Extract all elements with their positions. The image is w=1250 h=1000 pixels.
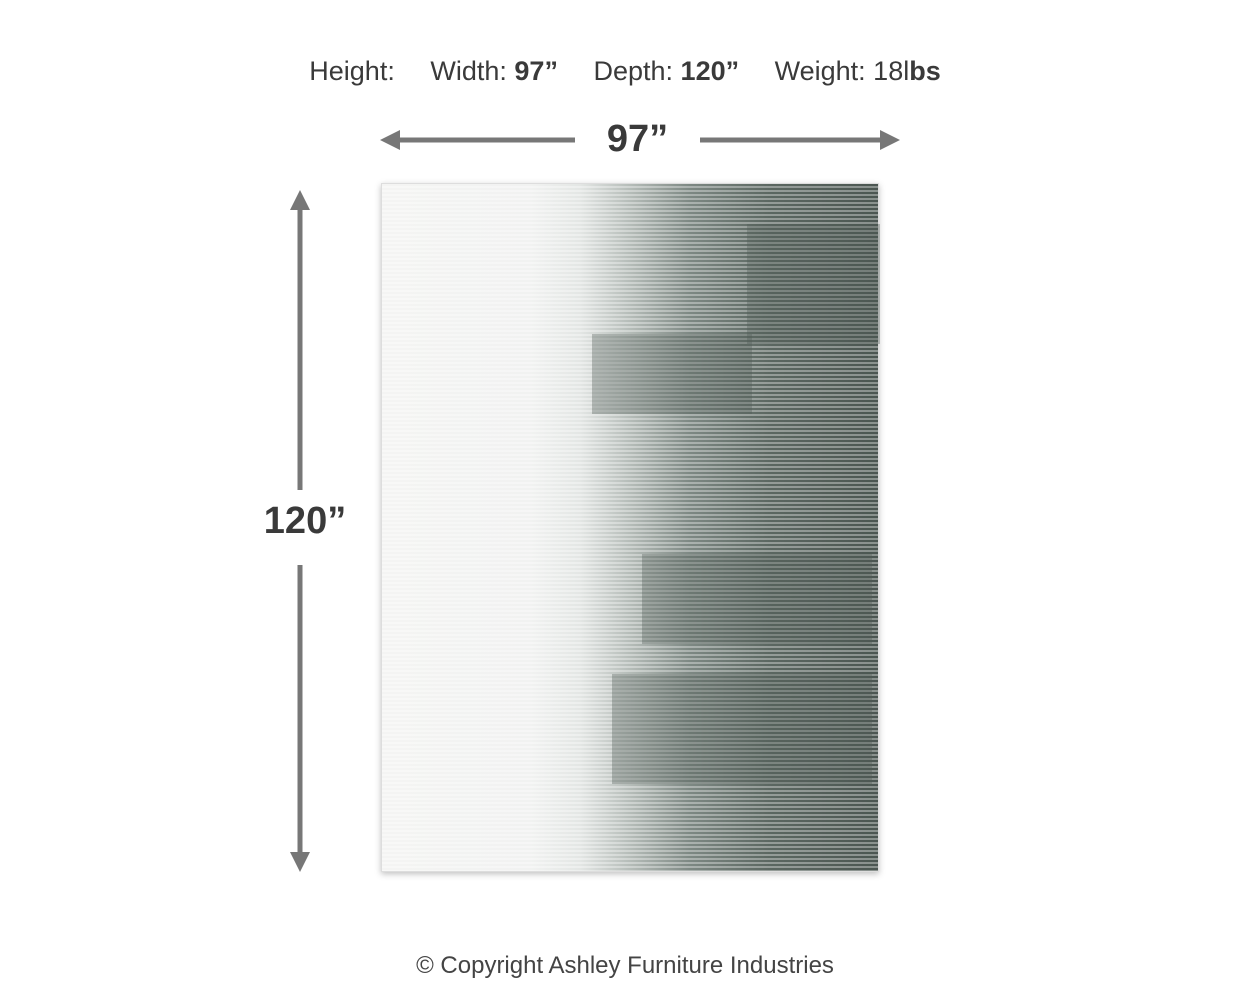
weight-unit: bs bbox=[909, 56, 941, 86]
depth-value: 120” bbox=[680, 56, 740, 86]
depth-spec: Depth: 120” bbox=[593, 56, 739, 86]
rug-image bbox=[381, 183, 880, 872]
weight-label: Weight: 18l bbox=[774, 56, 910, 86]
width-label: Width: bbox=[430, 56, 507, 86]
height-label: Height: bbox=[309, 56, 395, 86]
height-arrow-down-icon bbox=[290, 565, 310, 872]
copyright-text: © Copyright Ashley Furniture Industries bbox=[416, 952, 834, 979]
rug-pattern-patch bbox=[612, 674, 872, 784]
depth-label: Depth: bbox=[593, 56, 674, 86]
height-spec: Height: bbox=[309, 56, 395, 86]
width-arrow-right-icon bbox=[700, 130, 900, 150]
rug-pattern-patch bbox=[642, 554, 872, 644]
rug-pattern-patch bbox=[747, 224, 880, 344]
width-dimension-label: 97” bbox=[606, 118, 669, 160]
weight-spec: Weight: 18lbs bbox=[775, 56, 941, 86]
width-spec: Width: 97” bbox=[430, 56, 558, 86]
height-arrow-up-icon bbox=[290, 190, 310, 490]
width-value: 97” bbox=[514, 56, 558, 86]
spec-line: Height: Width: 97” Depth: 120” Weight: 1… bbox=[0, 56, 1250, 87]
width-arrow-left-icon bbox=[380, 130, 575, 150]
rug-pattern-patch bbox=[592, 334, 752, 414]
height-dimension-label: 120” bbox=[263, 500, 347, 542]
